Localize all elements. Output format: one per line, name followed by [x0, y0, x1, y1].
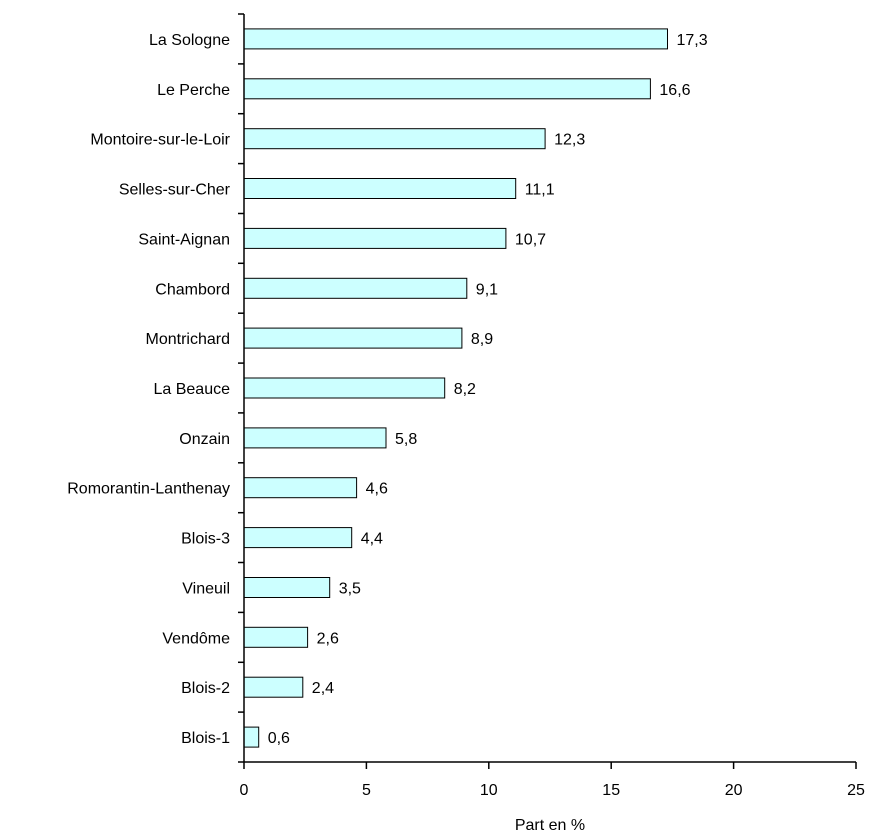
- x-axis-title: Part en %: [515, 817, 585, 834]
- category-label: La Sologne: [149, 32, 230, 49]
- axes-group: [243, 14, 856, 763]
- bar: [243, 676, 304, 698]
- bar: [243, 527, 353, 549]
- bar: [243, 626, 309, 648]
- value-label: 10,7: [515, 231, 546, 248]
- category-label: Blois-1: [181, 730, 230, 747]
- value-label: 3,5: [339, 581, 361, 598]
- value-label: 12,3: [554, 132, 585, 149]
- x-tick-label: 5: [362, 782, 371, 799]
- category-label: Saint-Aignan: [138, 231, 230, 248]
- value-label: 5,8: [395, 431, 417, 448]
- value-label: 8,9: [471, 331, 493, 348]
- category-label: Vendôme: [162, 630, 230, 647]
- bar: [243, 78, 651, 100]
- x-tick-label: 10: [480, 782, 498, 799]
- value-label: 4,6: [366, 481, 388, 498]
- category-label: Vineuil: [182, 581, 230, 598]
- bar: [243, 28, 668, 50]
- x-tick-label: 15: [602, 782, 620, 799]
- bar: [243, 277, 468, 299]
- bar: [243, 577, 331, 598]
- value-label: 2,4: [312, 680, 334, 697]
- category-label: Onzain: [179, 431, 230, 448]
- category-label: Montrichard: [146, 331, 230, 348]
- value-label: 16,6: [659, 82, 690, 99]
- bar: [243, 726, 260, 748]
- value-label: 11,1: [525, 182, 555, 199]
- value-label: 17,3: [677, 32, 708, 49]
- x-tick-label: 25: [847, 782, 865, 799]
- value-label: 9,1: [476, 281, 498, 298]
- bar: [243, 178, 517, 199]
- value-label: 2,6: [317, 630, 339, 647]
- y-ticks-group: [238, 13, 244, 763]
- category-label: Blois-2: [181, 680, 230, 697]
- category-label: Chambord: [155, 281, 230, 298]
- value-label: 4,4: [361, 531, 383, 548]
- category-label: Montoire-sur-le-Loir: [90, 132, 230, 149]
- category-label: Selles-sur-Cher: [119, 182, 231, 199]
- bar: [243, 327, 463, 349]
- value-label: 8,2: [454, 381, 476, 398]
- bar: [243, 377, 446, 399]
- category-label: La Beauce: [153, 381, 230, 398]
- value-labels-group: 17,3 16,6 12,3 11,1 10,7 9,1 8,9 8,2 5,8 4,6 4,4 3,…: [268, 32, 708, 747]
- x-tick-label: 20: [725, 782, 743, 799]
- bar: [243, 227, 507, 249]
- value-label: 0,6: [268, 730, 290, 747]
- category-labels-group: La Sologne Le Perche Montoire-sur-le-Loir S…: [67, 32, 230, 747]
- category-label: Romorantin-Lanthenay: [67, 481, 230, 498]
- x-tick-label: 0: [240, 782, 249, 799]
- bar: [243, 128, 546, 150]
- x-ticks-group: 0 5 10 15 20 25: [240, 762, 865, 799]
- bar: [243, 477, 358, 499]
- category-label: Blois-3: [181, 531, 230, 548]
- category-label: Le Perche: [157, 82, 230, 99]
- bar: [243, 427, 387, 449]
